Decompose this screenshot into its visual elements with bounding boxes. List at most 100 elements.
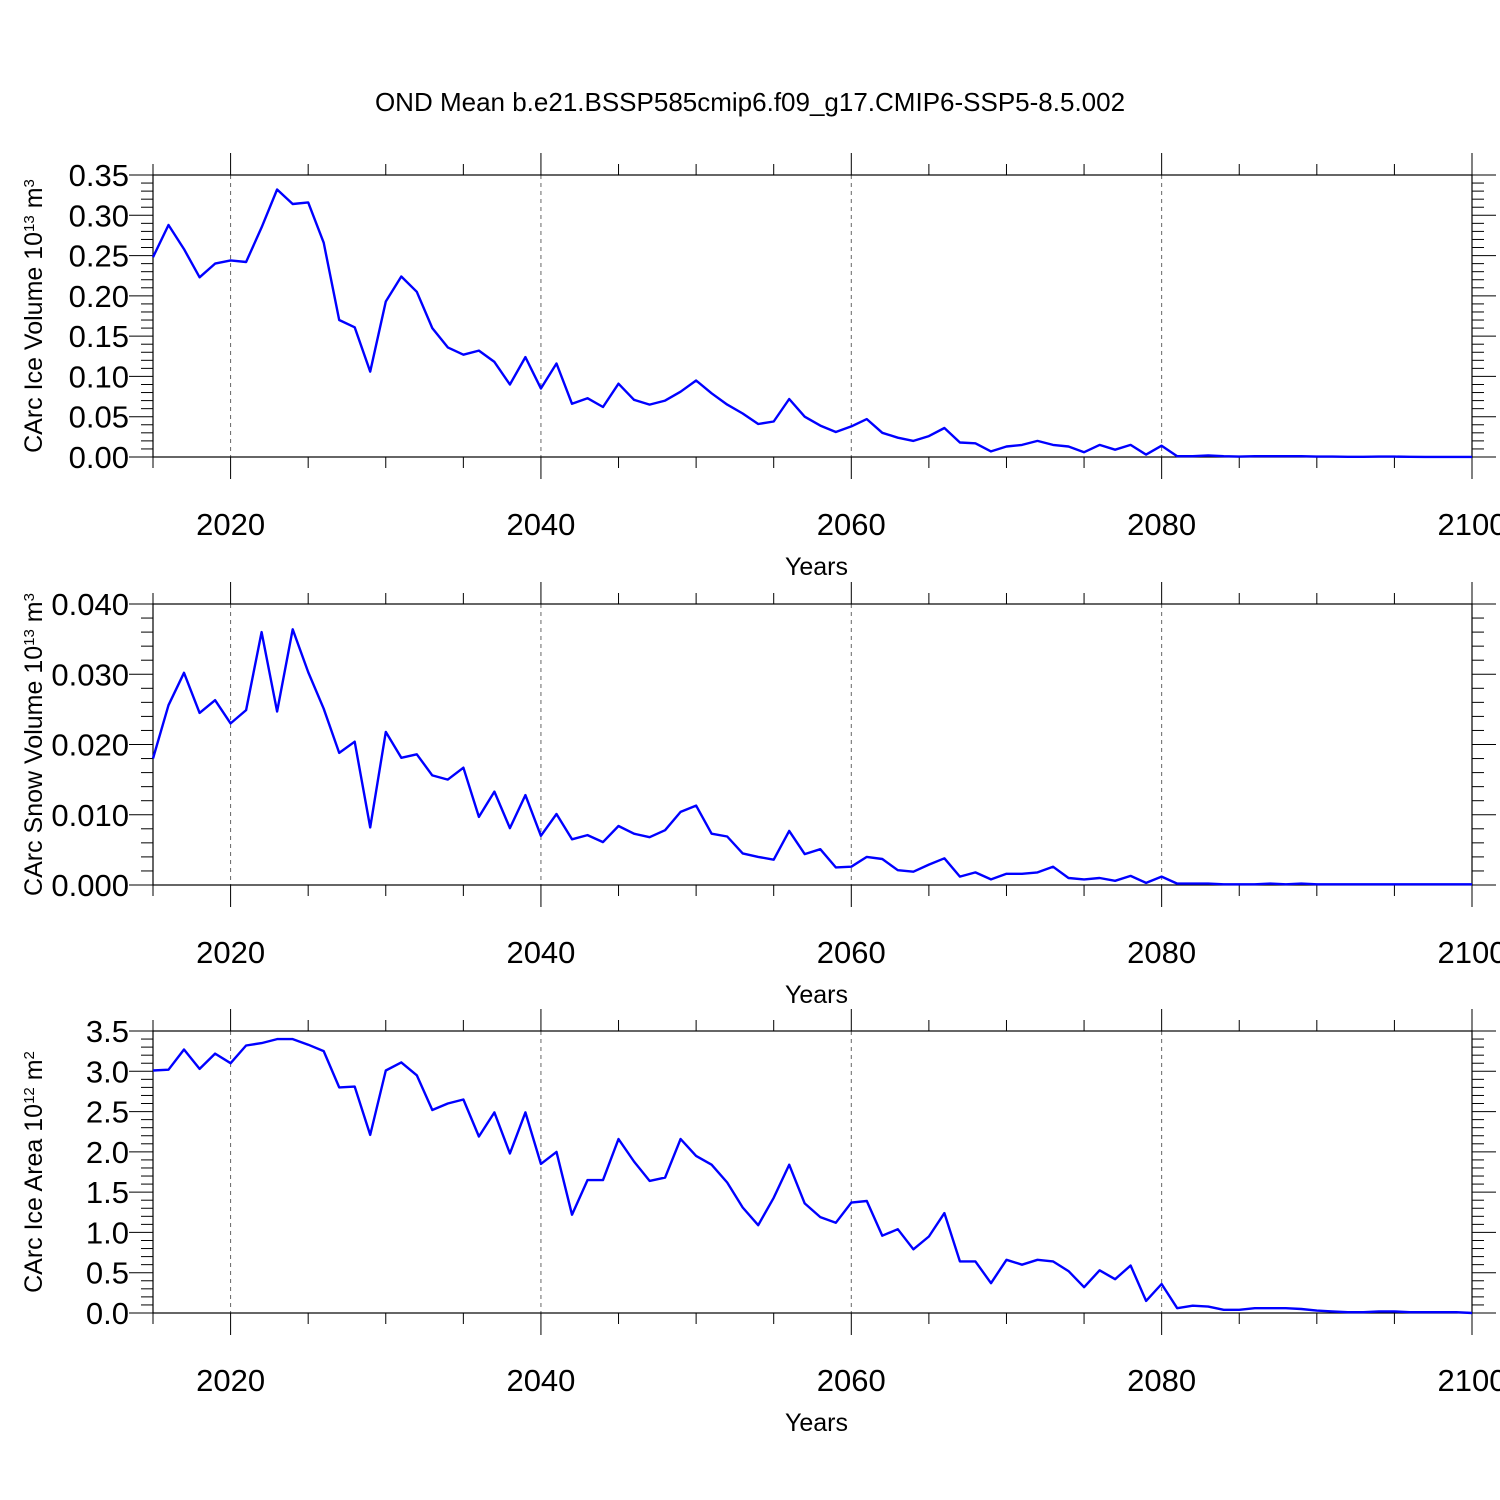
data-point	[1316, 883, 1318, 885]
data-point	[338, 752, 340, 754]
data-point	[307, 201, 309, 203]
data-point	[990, 450, 992, 452]
data-point	[773, 859, 775, 861]
data-point	[881, 432, 883, 434]
data-point	[1300, 882, 1302, 884]
y-tick-label: 0.00	[69, 440, 129, 475]
data-point	[1114, 880, 1116, 882]
data-point	[307, 671, 309, 673]
data-point	[509, 1152, 511, 1154]
data-point	[1331, 455, 1333, 457]
data-point	[648, 403, 650, 405]
data-point	[959, 441, 961, 443]
data-point	[679, 391, 681, 393]
data-point	[540, 387, 542, 389]
data-point	[1129, 875, 1131, 877]
data-point	[897, 437, 899, 439]
data-point	[152, 757, 154, 759]
data-point	[850, 1201, 852, 1203]
data-point	[214, 699, 216, 701]
x-tick-label: 2040	[506, 935, 575, 970]
data-point	[1052, 444, 1054, 446]
data-point	[1424, 883, 1426, 885]
data-point	[416, 753, 418, 755]
y-tick-label: 0.15	[69, 319, 129, 354]
data-point	[1455, 456, 1457, 458]
data-point	[1160, 875, 1162, 877]
x-tick-label: 2060	[817, 1363, 886, 1398]
data-point	[447, 1102, 449, 1104]
data-point	[478, 1135, 480, 1137]
data-point	[198, 276, 200, 278]
data-point	[478, 349, 480, 351]
y-tick-label: 0.010	[51, 798, 129, 833]
data-point	[1347, 883, 1349, 885]
data-point	[416, 291, 418, 293]
data-point	[695, 379, 697, 381]
data-point	[1316, 455, 1318, 457]
data-point	[835, 866, 837, 868]
data-point	[617, 825, 619, 827]
y-tick-label: 0.0	[86, 1296, 129, 1331]
data-point	[1223, 1309, 1225, 1311]
data-point	[1238, 455, 1240, 457]
data-point	[804, 1202, 806, 1204]
data-point	[555, 362, 557, 364]
data-point	[1036, 871, 1038, 873]
data-point	[881, 1235, 883, 1237]
x-tick-label: 2020	[196, 507, 265, 542]
data-point	[1098, 444, 1100, 446]
data-point	[493, 1111, 495, 1113]
data-point	[1207, 882, 1209, 884]
data-point	[183, 672, 185, 674]
data-point	[245, 261, 247, 263]
data-point	[152, 256, 154, 258]
data-point	[323, 1050, 325, 1052]
data-point	[1083, 1286, 1085, 1288]
chart-panel-1: 2020 2040 2060 2080 2100 0.00 0.05 0.10 0.15 0.20…	[20, 153, 1500, 581]
data-point	[819, 848, 821, 850]
y-tick-label: 1.5	[86, 1175, 129, 1210]
data-point	[555, 813, 557, 815]
data-point	[1021, 444, 1023, 446]
data-point	[1300, 1308, 1302, 1310]
data-point	[742, 852, 744, 854]
data-point	[1067, 877, 1069, 879]
data-point	[602, 1179, 604, 1181]
data-point	[1393, 883, 1395, 885]
data-point	[1067, 445, 1069, 447]
data-point	[1207, 454, 1209, 456]
data-point	[1471, 883, 1473, 885]
data-point	[1440, 883, 1442, 885]
data-point	[229, 722, 231, 724]
data-point	[602, 406, 604, 408]
y-tick-label: 0.20	[69, 279, 129, 314]
data-point	[1378, 455, 1380, 457]
data-point	[509, 383, 511, 385]
data-point	[1160, 1283, 1162, 1285]
data-point	[400, 757, 402, 759]
data-point	[1192, 455, 1194, 457]
data-point	[897, 869, 899, 871]
data-point	[773, 420, 775, 422]
chart-panel-2: 2020 2040 2060 2080 2100 0.000 0.010 0.020 0.030…	[20, 582, 1500, 1009]
data-point	[881, 858, 883, 860]
data-point	[462, 354, 464, 356]
data-point	[695, 804, 697, 806]
data-point	[1316, 1309, 1318, 1311]
data-point	[928, 435, 930, 437]
data-point	[1285, 455, 1287, 457]
data-point	[1331, 883, 1333, 885]
data-point	[586, 397, 588, 399]
y-tick-label: 0.040	[51, 587, 129, 622]
data-point	[1067, 1270, 1069, 1272]
data-point	[323, 242, 325, 244]
data-point	[152, 1069, 154, 1071]
data-point	[1269, 882, 1271, 884]
data-point	[664, 829, 666, 831]
data-line	[151, 188, 1472, 459]
data-point	[819, 424, 821, 426]
x-axis-title: Years	[785, 1409, 848, 1437]
data-point	[912, 871, 914, 873]
data-point	[1393, 1310, 1395, 1312]
